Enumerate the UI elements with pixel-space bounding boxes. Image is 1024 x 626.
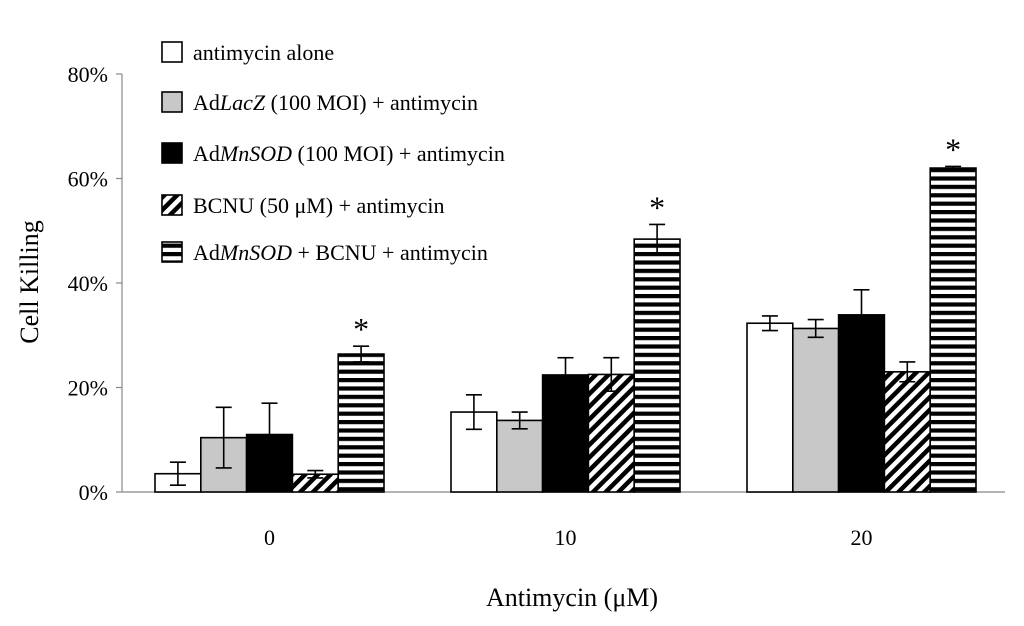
legend-label: antimycin alone — [193, 40, 334, 65]
bar — [633, 238, 681, 493]
legend-label: AdMnSOD (100 MOI) + antimycin — [193, 141, 505, 166]
bar — [541, 374, 590, 493]
y-tick-label: 60% — [68, 167, 108, 192]
bar — [929, 167, 977, 493]
significance-marker: * — [649, 189, 665, 225]
legend-label: AdLacZ (100 MOI) + antimycin — [193, 90, 478, 115]
y-tick-label: 0% — [79, 480, 108, 505]
legend-item: AdMnSOD (100 MOI) + antimycin — [161, 141, 505, 166]
significance-marker: * — [945, 131, 961, 167]
y-axis-title: Cell Killing — [15, 220, 44, 344]
error-bar — [307, 469, 324, 479]
x-tick-label: 0 — [264, 525, 275, 550]
error-bar — [853, 288, 870, 341]
error-bar — [215, 406, 232, 469]
error-bar — [169, 461, 186, 487]
bar — [883, 371, 932, 493]
bar — [791, 327, 840, 493]
error-bar — [465, 394, 482, 431]
error-bar — [761, 315, 778, 332]
significance-marker: * — [353, 311, 369, 347]
bars: * * * — [154, 131, 977, 493]
bar — [495, 419, 544, 493]
legend-item: AdMnSOD + BCNU + antimycin — [161, 240, 488, 265]
legend-label: BCNU (50 μM) + antimycin — [193, 193, 445, 218]
error-bar — [945, 165, 962, 171]
x-axis-title: Antimycin (μM) — [486, 583, 658, 612]
error-bar — [899, 361, 916, 383]
error-bar — [603, 356, 620, 392]
legend-item: AdLacZ (100 MOI) + antimycin — [161, 90, 478, 115]
legend-swatch — [161, 194, 183, 216]
y-tick-label: 40% — [68, 271, 108, 296]
bar — [746, 322, 794, 493]
bar — [587, 373, 636, 493]
error-bar — [557, 356, 574, 394]
error-bar — [511, 411, 528, 430]
y-tick-label: 20% — [68, 376, 108, 401]
x-tick-label: 10 — [555, 525, 577, 550]
legend: antimycin alone AdLacZ (100 MOI) + antimy… — [161, 40, 505, 265]
error-bar — [353, 345, 370, 363]
legend-swatch — [161, 91, 183, 113]
axes: 0% 20% 40% 60% 80% 0 10 20 — [68, 62, 1005, 550]
legend-item: antimycin alone — [161, 40, 334, 65]
legend-swatch — [161, 142, 183, 164]
legend-swatch — [161, 41, 183, 63]
error-bar — [261, 402, 278, 467]
bar — [837, 314, 886, 493]
error-bar — [807, 318, 824, 339]
error-bar — [649, 223, 666, 255]
legend-label: AdMnSOD + BCNU + antimycin — [193, 240, 488, 265]
bar — [337, 353, 385, 493]
legend-swatch — [161, 241, 183, 263]
y-tick-label: 80% — [68, 62, 108, 87]
x-tick-label: 20 — [851, 525, 873, 550]
legend-item: BCNU (50 μM) + antimycin — [161, 193, 445, 218]
